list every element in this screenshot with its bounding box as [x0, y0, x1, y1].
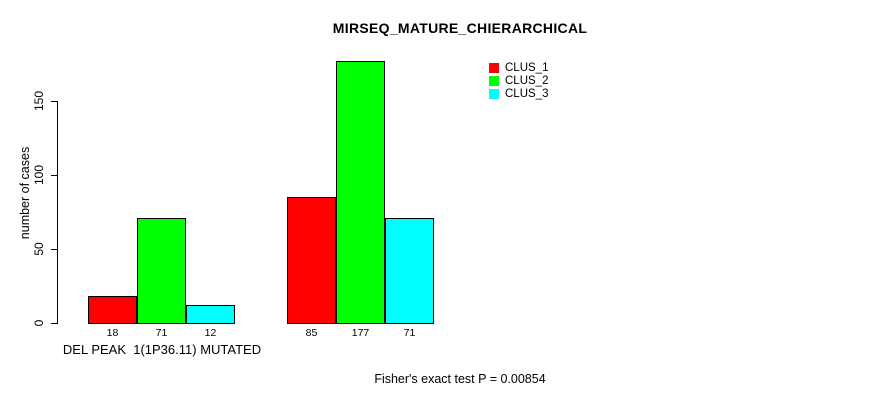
- bar-clus_1-group2: [287, 197, 336, 324]
- legend-swatch-icon: [489, 89, 499, 99]
- bar-clus_2-group2: [336, 61, 385, 324]
- bar-clus_2-group1: [137, 218, 186, 324]
- y-tick-mark: [51, 175, 57, 176]
- chart-title: MIRSEQ_MATURE_CHIERARCHICAL: [332, 20, 588, 36]
- bar-clus_1-group1: [88, 296, 137, 324]
- bar-value-label: 71: [155, 327, 168, 339]
- y-tick-label: 0: [32, 319, 46, 327]
- legend-item-clus_1: CLUS_1: [489, 62, 549, 74]
- legend-label: CLUS_3: [505, 88, 549, 100]
- legend-swatch-icon: [489, 76, 499, 86]
- bar-clus_3-group1: [186, 305, 235, 324]
- y-tick-label: 50: [32, 242, 46, 256]
- x-axis-label: DEL PEAK 1(1P36.11) MUTATED: [62, 342, 262, 357]
- y-axis-label: number of cases: [18, 146, 32, 240]
- y-tick-label: 150: [32, 90, 46, 112]
- y-tick-mark: [51, 323, 57, 324]
- legend-item-clus_3: CLUS_3: [489, 88, 549, 100]
- bar-clus_3-group2: [385, 218, 434, 324]
- legend-item-clus_2: CLUS_2: [489, 75, 549, 87]
- legend: CLUS_1 CLUS_2 CLUS_3: [489, 62, 549, 100]
- legend-label: CLUS_1: [505, 62, 549, 74]
- bar-value-label: 71: [403, 327, 416, 339]
- bar-value-label: 12: [204, 327, 217, 339]
- legend-label: CLUS_2: [505, 75, 549, 87]
- bar-value-label: 85: [305, 327, 318, 339]
- y-tick-label: 100: [32, 164, 46, 186]
- y-tick-mark: [51, 101, 57, 102]
- legend-swatch-icon: [489, 63, 499, 73]
- bar-value-label: 18: [106, 327, 119, 339]
- fisher-test-annotation: Fisher's exact test P = 0.00854: [374, 372, 546, 386]
- bar-value-label: 177: [351, 327, 370, 339]
- y-tick-mark: [51, 249, 57, 250]
- y-axis-line: [57, 101, 58, 324]
